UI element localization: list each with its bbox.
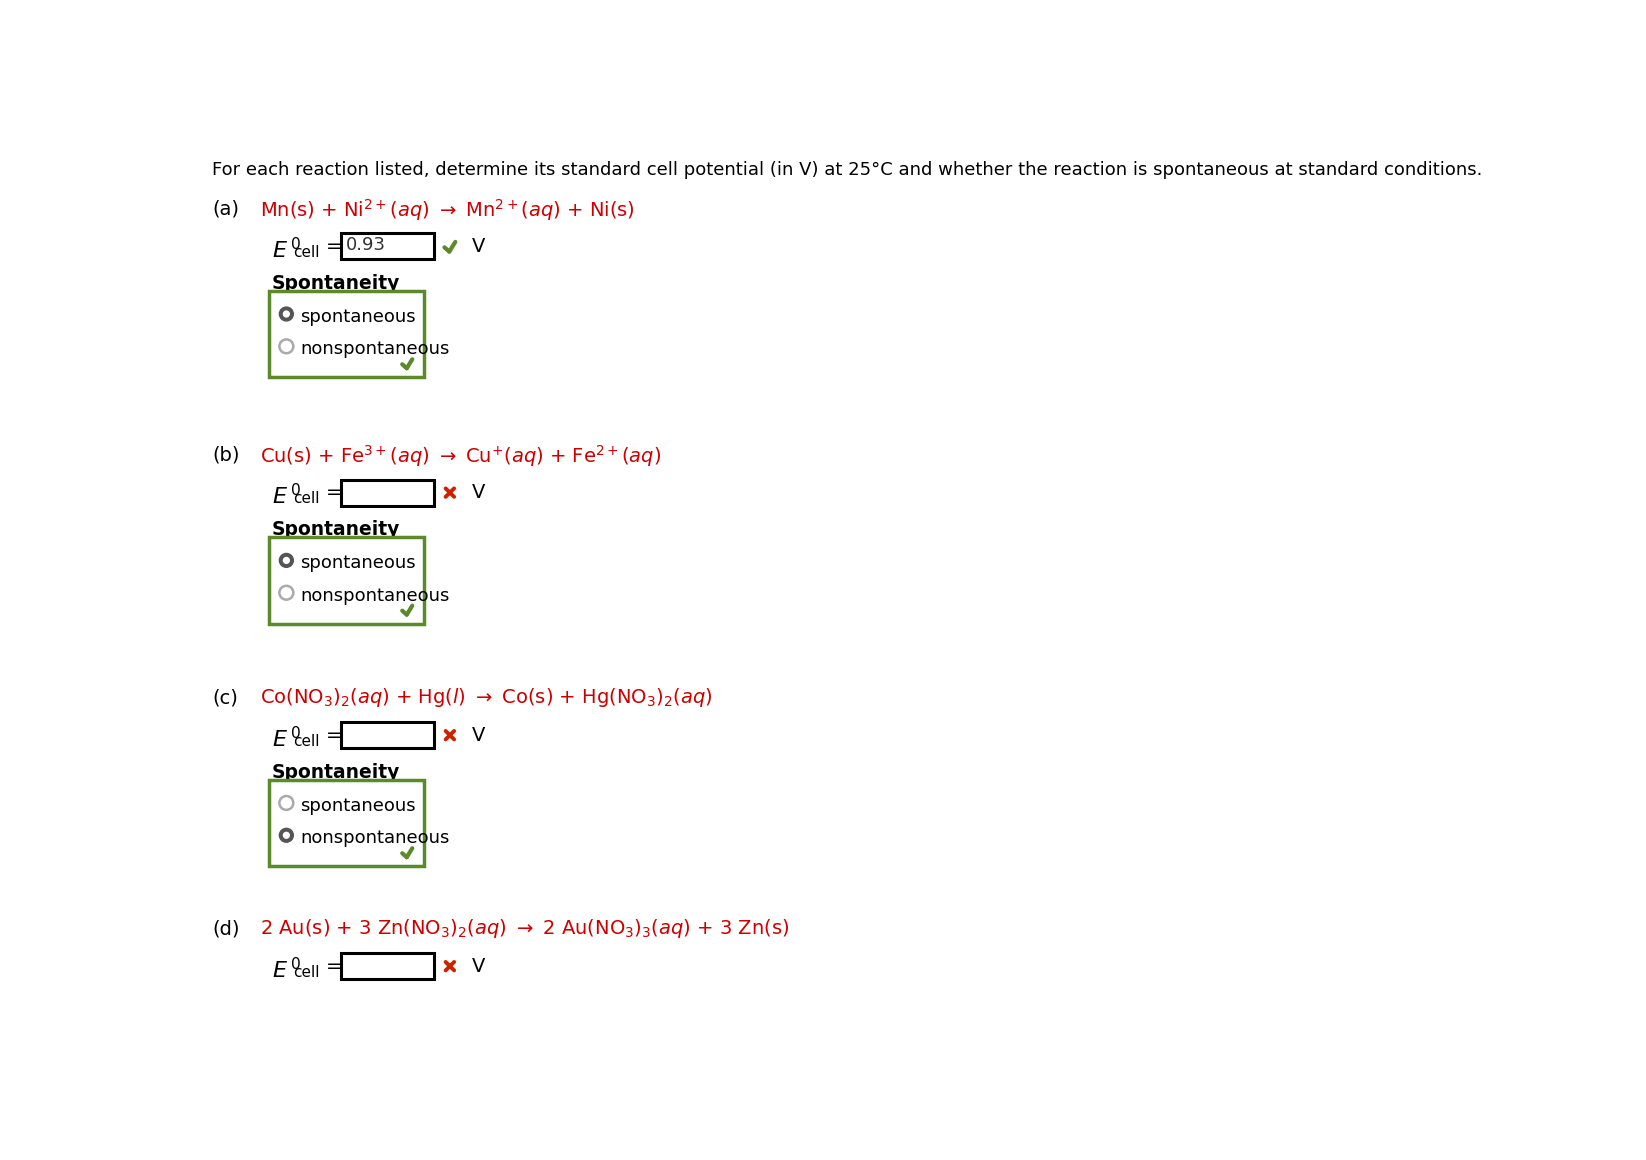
Text: For each reaction listed, determine its standard cell potential (in V) at 25°C a: For each reaction listed, determine its … — [212, 161, 1483, 179]
Text: $E^{\,0}$: $E^{\,0}$ — [272, 726, 301, 752]
Text: spontaneous: spontaneous — [300, 307, 416, 326]
Text: Cu(s) + Fe$^{3+}$($aq$) $\rightarrow$ Cu$^{+}$($aq$) + Fe$^{2+}$($aq$): Cu(s) + Fe$^{3+}$($aq$) $\rightarrow$ Cu… — [260, 443, 662, 470]
Text: nonspontaneous: nonspontaneous — [300, 829, 449, 847]
Circle shape — [280, 553, 293, 567]
Bar — [270, 291, 425, 377]
Text: $E^{\,0}$: $E^{\,0}$ — [272, 484, 301, 508]
Text: cell: cell — [293, 491, 319, 506]
Circle shape — [280, 828, 293, 842]
Text: V: V — [471, 726, 486, 745]
Circle shape — [283, 558, 290, 564]
Text: V: V — [471, 957, 486, 976]
Text: (b): (b) — [212, 445, 239, 465]
Text: =: = — [326, 957, 342, 976]
Text: cell: cell — [293, 245, 319, 260]
Text: V: V — [471, 484, 486, 502]
Circle shape — [283, 311, 290, 317]
Bar — [341, 722, 435, 748]
Text: nonspontaneous: nonspontaneous — [300, 340, 449, 358]
Text: Spontaneity: Spontaneity — [272, 521, 400, 539]
Text: 0.93: 0.93 — [346, 237, 387, 254]
Text: $E^{\,0}$: $E^{\,0}$ — [272, 957, 301, 983]
Bar — [270, 537, 425, 624]
Text: =: = — [326, 484, 342, 502]
Bar — [341, 233, 435, 260]
Text: spontaneous: spontaneous — [300, 797, 416, 814]
Text: (c): (c) — [212, 688, 237, 708]
Text: cell: cell — [293, 733, 319, 748]
Text: Spontaneity: Spontaneity — [272, 763, 400, 782]
Text: 2 Au(s) + 3 Zn(NO$_3$)$_2$($aq$) $\rightarrow$ 2 Au(NO$_3$)$_3$($aq$) + 3 Zn(s): 2 Au(s) + 3 Zn(NO$_3$)$_2$($aq$) $\right… — [260, 916, 790, 940]
Text: =: = — [326, 237, 342, 256]
Text: cell: cell — [293, 965, 319, 980]
Text: (d): (d) — [212, 919, 239, 938]
Circle shape — [283, 833, 290, 839]
Bar — [341, 954, 435, 979]
Text: (a): (a) — [212, 200, 239, 218]
Text: nonspontaneous: nonspontaneous — [300, 587, 449, 604]
Text: spontaneous: spontaneous — [300, 554, 416, 572]
Text: $E^{\,0}$: $E^{\,0}$ — [272, 237, 301, 262]
Bar — [341, 479, 435, 506]
Bar — [270, 780, 425, 867]
Text: Mn(s) + Ni$^{2+}$($aq$) $\rightarrow$ Mn$^{2+}$($aq$) + Ni(s): Mn(s) + Ni$^{2+}$($aq$) $\rightarrow$ Mn… — [260, 197, 635, 223]
Text: =: = — [326, 726, 342, 745]
Text: Co(NO$_3$)$_2$($aq$) + Hg($l$) $\rightarrow$ Co(s) + Hg(NO$_3$)$_2$($aq$): Co(NO$_3$)$_2$($aq$) + Hg($l$) $\rightar… — [260, 686, 713, 709]
Circle shape — [280, 307, 293, 321]
Text: Spontaneity: Spontaneity — [272, 274, 400, 293]
Text: V: V — [471, 237, 486, 256]
